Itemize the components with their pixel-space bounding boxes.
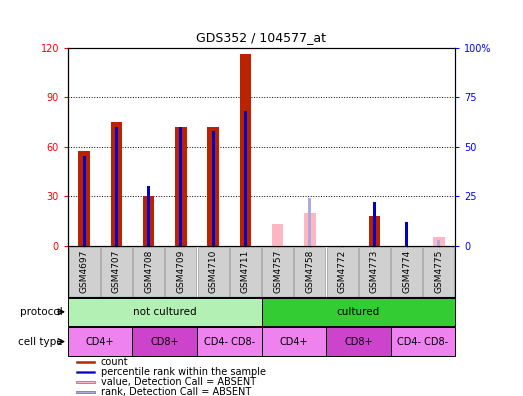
Bar	[433, 237, 445, 246]
Text: GSM4757: GSM4757	[273, 249, 282, 293]
Bar	[115, 127, 118, 246]
Bar	[143, 196, 154, 246]
Text: protocol: protocol	[20, 307, 63, 317]
Bar	[179, 127, 183, 246]
Bar	[147, 186, 150, 246]
Text: percentile rank within the sample: percentile rank within the sample	[101, 367, 266, 377]
FancyBboxPatch shape	[197, 327, 262, 356]
Bar	[175, 127, 187, 246]
FancyBboxPatch shape	[294, 247, 325, 297]
Text: cell type: cell type	[18, 337, 63, 346]
Text: GSM4707: GSM4707	[112, 249, 121, 293]
Text: rank, Detection Call = ABSENT: rank, Detection Call = ABSENT	[101, 387, 251, 396]
FancyBboxPatch shape	[391, 247, 422, 297]
Bar	[437, 240, 440, 246]
FancyBboxPatch shape	[262, 327, 326, 356]
Bar	[211, 131, 215, 246]
Bar	[76, 361, 95, 364]
FancyBboxPatch shape	[327, 247, 358, 297]
FancyBboxPatch shape	[132, 327, 197, 356]
Bar	[76, 371, 95, 373]
Text: value, Detection Call = ABSENT: value, Detection Call = ABSENT	[101, 377, 256, 387]
Text: GSM4708: GSM4708	[144, 249, 153, 293]
FancyBboxPatch shape	[133, 247, 164, 297]
Text: GSM4711: GSM4711	[241, 249, 250, 293]
FancyBboxPatch shape	[391, 327, 455, 356]
Bar	[76, 391, 95, 393]
Text: GDS352 / 104577_at: GDS352 / 104577_at	[197, 30, 326, 44]
Text: GSM4697: GSM4697	[79, 249, 88, 293]
Bar	[405, 222, 408, 246]
Text: CD4- CD8-: CD4- CD8-	[397, 337, 448, 346]
Bar	[208, 127, 219, 246]
FancyBboxPatch shape	[359, 247, 390, 297]
FancyBboxPatch shape	[68, 327, 132, 356]
Bar	[240, 54, 251, 246]
Text: GSM4773: GSM4773	[370, 249, 379, 293]
FancyBboxPatch shape	[230, 247, 261, 297]
Text: CD8+: CD8+	[151, 337, 179, 346]
Bar	[369, 216, 380, 246]
Text: GSM4709: GSM4709	[176, 249, 185, 293]
FancyBboxPatch shape	[68, 298, 262, 326]
Bar	[83, 156, 86, 246]
Text: GSM4772: GSM4772	[338, 249, 347, 293]
Bar	[244, 111, 247, 246]
Text: GSM4710: GSM4710	[209, 249, 218, 293]
Text: GSM4775: GSM4775	[435, 249, 444, 293]
Bar	[78, 151, 90, 246]
Bar	[272, 224, 283, 246]
Bar	[308, 198, 312, 246]
Text: CD4- CD8-: CD4- CD8-	[203, 337, 255, 346]
Text: GSM4758: GSM4758	[305, 249, 314, 293]
Text: count: count	[101, 357, 129, 367]
FancyBboxPatch shape	[101, 247, 132, 297]
Text: CD8+: CD8+	[344, 337, 372, 346]
FancyBboxPatch shape	[198, 247, 229, 297]
FancyBboxPatch shape	[424, 247, 454, 297]
Bar	[111, 122, 122, 246]
Bar	[304, 213, 315, 246]
Text: GSM4774: GSM4774	[402, 249, 411, 293]
FancyBboxPatch shape	[69, 247, 99, 297]
Bar	[76, 381, 95, 383]
FancyBboxPatch shape	[262, 298, 455, 326]
Text: not cultured: not cultured	[133, 307, 197, 317]
FancyBboxPatch shape	[262, 247, 293, 297]
Bar	[373, 202, 376, 246]
FancyBboxPatch shape	[165, 247, 196, 297]
Text: CD4+: CD4+	[86, 337, 115, 346]
Text: cultured: cultured	[337, 307, 380, 317]
Text: CD4+: CD4+	[279, 337, 308, 346]
FancyBboxPatch shape	[326, 327, 391, 356]
